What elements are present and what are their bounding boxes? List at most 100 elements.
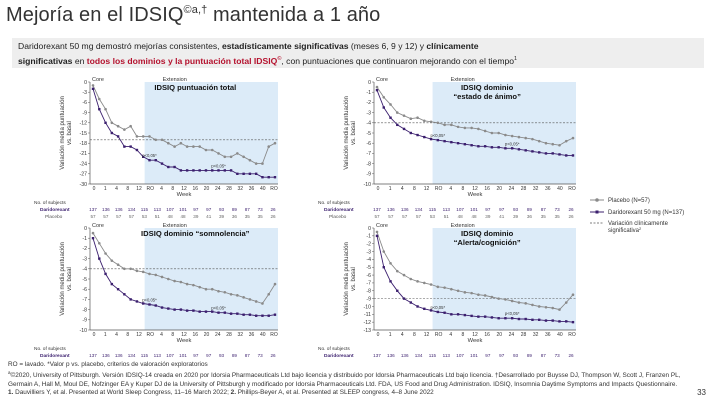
daridorexant-point [504, 317, 507, 320]
subjects-header: No. of subjects [34, 200, 66, 206]
chart-2: Core Extension 0 -1 -2 -3 -4 -5 -6 -7 -8 -9 -10 Varia… [318, 77, 576, 220]
x-tick-label: 20 [496, 186, 502, 192]
placebo-point [504, 298, 507, 301]
y-tick-label: 0 [368, 80, 371, 86]
daridorexant-point [463, 313, 467, 317]
x-tick-label: 24 [215, 186, 221, 192]
daridorexant-point [204, 169, 208, 172]
daridorexant-point [254, 172, 258, 175]
x-tick-label: 36 [545, 332, 551, 338]
y-tick-label: -6 [82, 287, 87, 293]
x-tick-label: 4 [401, 186, 404, 192]
placebo-point [110, 259, 114, 262]
placebo-point [160, 275, 164, 279]
subjects-dari-count: 136 [387, 207, 395, 212]
daridorexant-point [236, 172, 239, 175]
placebo-point [273, 282, 277, 286]
placebo-point [497, 297, 500, 300]
y-tick-label: 0 [84, 226, 87, 232]
x-tick-label: 12 [424, 332, 430, 338]
x-tick-label: 12 [472, 332, 478, 338]
daridorexant-point [192, 309, 195, 312]
x-tick-label: 24 [215, 332, 221, 338]
placebo-point [375, 230, 379, 234]
daridorexant-point [104, 121, 107, 124]
daridorexant-point [544, 152, 548, 155]
daridorexant-point [198, 310, 201, 313]
placebo-point [229, 155, 233, 159]
y-tick-label: -9 [366, 172, 371, 178]
daridorexant-point [402, 297, 406, 300]
subjects-dari-count: 97 [206, 207, 212, 212]
references: 1. Dauvilliers Y, et al. Presented at Wo… [8, 388, 434, 396]
p-value-label: p<0,05* [142, 153, 157, 158]
daridorexant-point [217, 169, 220, 172]
subjects-dari-count: 107 [166, 207, 174, 212]
daridorexant-point [538, 318, 541, 321]
placebo-point [104, 252, 107, 255]
legend-dari-label: Daridorexant 50 mg (N=137) [608, 210, 684, 216]
summary-box: Daridorexant 50 mg demostró mejorías con… [12, 38, 704, 68]
subjects-dari-count: 115 [429, 207, 437, 212]
subjects-dari-count: 101 [179, 353, 187, 358]
placebo-point [91, 231, 95, 235]
placebo-point [110, 121, 114, 125]
placebo-point [395, 111, 399, 114]
daridorexant-point [571, 154, 575, 157]
placebo-point [375, 85, 379, 89]
subjects-header: No. of subjects [318, 346, 350, 352]
subjects-placebo-count: 35 [258, 214, 264, 219]
y-tick-label: -9 [366, 296, 371, 302]
y-axis-label: Variación media puntuación [344, 242, 350, 316]
page-number: 33 [697, 388, 706, 397]
core-label: Core [376, 223, 388, 229]
subjects-placebo-count: 57 [416, 214, 422, 219]
subjects-dari-count: 136 [102, 353, 110, 358]
placebo-point [483, 129, 487, 133]
daridorexant-point [142, 302, 145, 305]
extension-label: Extension [451, 77, 475, 83]
subjects-dari-count: 107 [456, 353, 464, 358]
x-axis-label: Week [177, 338, 192, 344]
subjects-placebo-count: 57 [388, 214, 394, 219]
subjects-dari-count: 134 [415, 207, 423, 212]
y-tick-label: -7 [82, 297, 87, 303]
subjects-dari-count: 97 [193, 353, 199, 358]
daridorexant-point [524, 317, 527, 321]
placebo-point [416, 116, 419, 119]
x-tick-label: 4 [401, 332, 404, 338]
x-tick-label: RO [270, 332, 278, 338]
subjects-dari-count: 97 [193, 207, 199, 212]
subjects-dari-count: 97 [485, 353, 491, 358]
x-tick-label: 1 [104, 186, 107, 192]
y-tick-label: 0 [368, 226, 371, 232]
subjects-dari-count: 136 [401, 353, 409, 358]
placebo-point [571, 136, 575, 140]
legend-threshold-label: Variación clínicamente [608, 221, 669, 227]
legend-threshold-label-2: significativa2 [608, 226, 642, 234]
extension-region [144, 228, 278, 330]
daridorexant-point [558, 320, 561, 323]
daridorexant-point [104, 272, 107, 276]
subjects-dari-count: 73 [258, 207, 264, 212]
x-tick-label: 16 [192, 332, 198, 338]
copyright-note: a©2020, University of Pittsburgh. Versió… [8, 370, 681, 388]
placebo-point [154, 273, 158, 277]
daridorexant-point [544, 319, 548, 322]
chart-4: Core Extension 0 -1-2 -3 -4 -5 -6 -7 -8-9 -10 -11 -1… [318, 223, 576, 359]
y-tick-label: -8 [366, 289, 371, 295]
x-tick-label: 12 [181, 186, 187, 192]
daridorexant-point [110, 282, 114, 286]
placebo-point [490, 131, 494, 135]
placebo-point [204, 148, 208, 152]
daridorexant-point [497, 317, 500, 320]
subjects-dari-count: 87 [541, 353, 547, 358]
placebo-point [490, 295, 494, 299]
subjects-dari-count: 136 [102, 207, 110, 212]
daridorexant-point [91, 237, 95, 240]
daridorexant-point [429, 309, 433, 312]
subjects-placebo-count: 35 [555, 214, 561, 219]
placebo-point [254, 162, 258, 165]
chart-legend: Placebo (N=57) Daridorexant 50 mg (N=137)… [590, 198, 684, 234]
subjects-dari-count: 26 [270, 353, 276, 358]
